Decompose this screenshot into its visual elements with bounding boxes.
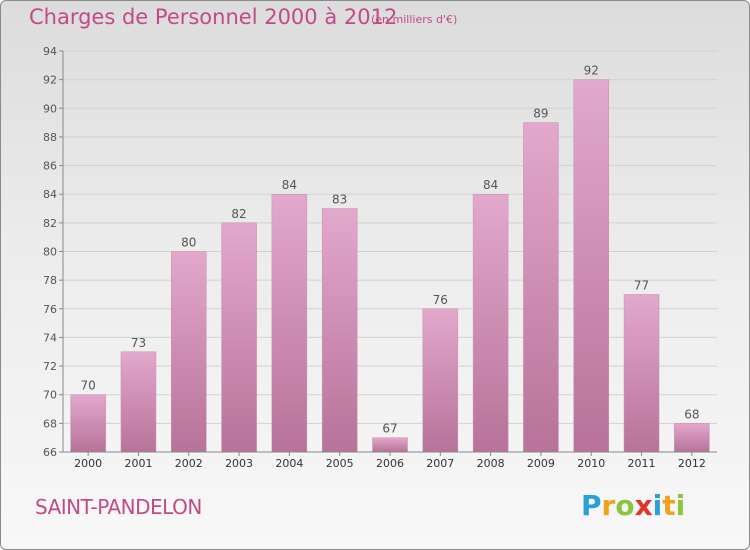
logo-letter: t bbox=[662, 489, 676, 522]
x-tick-label-2007: 2007 bbox=[426, 457, 454, 470]
y-tick-label: 92 bbox=[43, 74, 57, 87]
data-label-2000: 70 bbox=[81, 379, 96, 393]
y-tick-label: 78 bbox=[43, 274, 57, 287]
bar-2005 bbox=[321, 208, 358, 453]
proxiti-logo: Proxiti bbox=[581, 489, 685, 522]
chart-subtitle: (en milliers d'€) bbox=[371, 13, 458, 26]
y-tick-label: 72 bbox=[43, 360, 57, 373]
y-tick-label: 86 bbox=[43, 160, 57, 173]
logo-letter: o bbox=[615, 489, 635, 522]
data-label-2001: 73 bbox=[131, 336, 146, 350]
y-tick-label: 88 bbox=[43, 131, 57, 144]
data-label-2010: 92 bbox=[584, 64, 599, 78]
data-label-2012: 68 bbox=[684, 407, 699, 421]
y-tick-label: 68 bbox=[43, 417, 57, 430]
bar-2004 bbox=[271, 193, 308, 453]
x-tick-label-2005: 2005 bbox=[326, 457, 354, 470]
data-label-2006: 67 bbox=[382, 422, 397, 436]
bar-2001 bbox=[120, 351, 157, 453]
x-tick-label-2012: 2012 bbox=[678, 457, 706, 470]
bar-2002 bbox=[171, 251, 207, 453]
bar-2008 bbox=[472, 193, 509, 453]
x-tick-label-2006: 2006 bbox=[376, 457, 404, 470]
data-label-2007: 76 bbox=[433, 293, 448, 307]
x-tick-label-2002: 2002 bbox=[175, 457, 203, 470]
x-tick-label-2000: 2000 bbox=[74, 457, 102, 470]
y-tick-label: 76 bbox=[43, 303, 57, 316]
y-tick-label: 90 bbox=[43, 102, 57, 115]
y-tick-label: 80 bbox=[43, 246, 57, 259]
data-label-2008: 84 bbox=[483, 178, 498, 192]
logo-letter: r bbox=[601, 489, 616, 522]
logo-letter: i bbox=[675, 489, 686, 522]
bar-2009 bbox=[523, 122, 559, 453]
bar-2006 bbox=[372, 437, 408, 453]
x-tick-label-2009: 2009 bbox=[527, 457, 555, 470]
bar-2011 bbox=[623, 294, 660, 453]
bar-2007 bbox=[422, 308, 459, 453]
x-tick-label-2001: 2001 bbox=[124, 457, 152, 470]
x-tick-label-2008: 2008 bbox=[477, 457, 505, 470]
data-label-2004: 84 bbox=[282, 178, 297, 192]
bar-2003 bbox=[221, 222, 257, 453]
y-tick-label: 66 bbox=[43, 446, 57, 459]
y-tick-label: 82 bbox=[43, 217, 57, 230]
x-tick-label-2004: 2004 bbox=[275, 457, 303, 470]
x-tick-label-2011: 2011 bbox=[628, 457, 656, 470]
y-tick-label: 94 bbox=[43, 45, 57, 58]
data-label-2003: 82 bbox=[231, 207, 246, 221]
bar-2010 bbox=[573, 79, 609, 453]
bar-2012 bbox=[674, 423, 710, 453]
chart-title: Charges de Personnel 2000 à 2012 bbox=[29, 5, 398, 29]
logo-letter: i bbox=[652, 489, 663, 522]
data-label-2009: 89 bbox=[533, 107, 548, 121]
city-name: SAINT-PANDELON bbox=[35, 495, 202, 519]
x-tick-label-2010: 2010 bbox=[577, 457, 605, 470]
x-tick-label-2003: 2003 bbox=[225, 457, 253, 470]
logo-letter: x bbox=[634, 489, 653, 522]
data-label-2011: 77 bbox=[634, 278, 649, 292]
bar-2000 bbox=[70, 394, 106, 453]
logo-letter: P bbox=[581, 489, 602, 522]
y-tick-label: 70 bbox=[43, 389, 57, 402]
y-tick-label: 84 bbox=[43, 188, 57, 201]
data-label-2002: 80 bbox=[181, 236, 196, 250]
data-label-2005: 83 bbox=[332, 193, 347, 207]
y-tick-label: 74 bbox=[43, 331, 57, 344]
